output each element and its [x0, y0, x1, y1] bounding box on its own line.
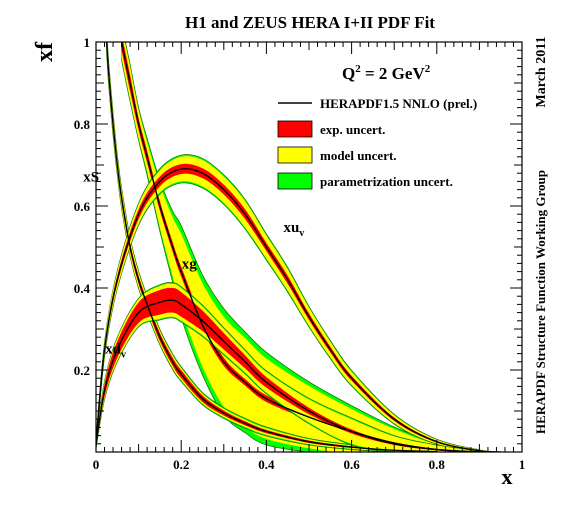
y-tick-label: 0.2 [74, 363, 90, 378]
axis-ticks: 0 0.2 0.4 0.6 0.8 1 0.2 0.4 0.6 0.8 1 [74, 35, 526, 472]
scale-q: Q [342, 64, 355, 83]
central-curves [96, 42, 501, 452]
band-group-xg [121, 42, 480, 452]
legend-box-swatch [277, 120, 313, 138]
band-model-xg [121, 42, 480, 452]
series-label-main: xg [182, 256, 198, 272]
x-tick-label: 0.8 [429, 457, 446, 472]
series-label-xg: xg [182, 256, 198, 272]
series-label-main: xu [283, 220, 299, 236]
legend: HERAPDF1.5 NNLO (prel.) exp. uncert. model… [277, 96, 477, 190]
scale-value: = 2 GeV [361, 64, 426, 83]
legend-box-swatch [277, 172, 313, 190]
x-tick-label: 0.2 [173, 457, 189, 472]
band-model-xdv [96, 283, 480, 452]
series-label-main: xd [105, 342, 122, 358]
band-model-xuv [96, 156, 501, 452]
x-tick-label: 0.4 [258, 457, 275, 472]
scale-q-power: 2 [355, 63, 361, 75]
y-axis-label: xf [32, 41, 58, 62]
chart-title: H1 and ZEUS HERA I+II PDF Fit [185, 13, 435, 32]
y-tick-label: 0.4 [74, 281, 91, 296]
legend-label: HERAPDF1.5 NNLO (prel.) [320, 96, 477, 111]
series-label-sub: v [121, 350, 126, 361]
legend-label: exp. uncert. [320, 122, 385, 137]
legend-box-swatch [277, 146, 313, 164]
x-tick-label: 0 [93, 457, 100, 472]
series-label-main: xS [83, 169, 99, 185]
legend-label: model uncert. [320, 148, 397, 163]
series-label-xuv: xuv [283, 220, 304, 239]
side-date-label: March 2011 [534, 37, 549, 108]
series-label-sub: v [299, 228, 304, 239]
scale-annotation: Q2 = 2 GeV2 [342, 63, 431, 83]
x-tick-label: 0.6 [343, 457, 360, 472]
scale-unit-power: 2 [425, 63, 431, 75]
band-group-xS [106, 42, 438, 452]
uncertainty-bands [96, 42, 501, 452]
band-param-xS [106, 42, 438, 452]
y-tick-label: 0.6 [74, 199, 91, 214]
y-tick-label: 0.8 [74, 117, 91, 132]
central-line-xuv [96, 167, 501, 452]
legend-label: parametrization uncert. [320, 174, 453, 189]
side-group-label: HERAPDF Structure Function Working Group [533, 170, 548, 434]
series-label-xdv: xdv [105, 342, 126, 361]
central-line-xS [105, 42, 437, 452]
band-group-xdv [96, 282, 480, 452]
x-tick-label: 1 [519, 457, 526, 472]
central-line-xdv [96, 299, 480, 452]
y-tick-label: 1 [84, 35, 91, 50]
series-label-xS: xS [83, 169, 99, 185]
x-axis-label: x [502, 464, 513, 489]
